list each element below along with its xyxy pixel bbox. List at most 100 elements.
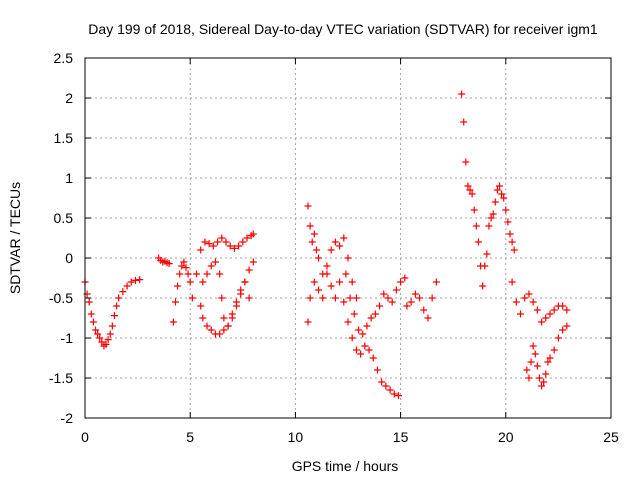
data-point bbox=[310, 278, 318, 286]
data-point bbox=[468, 190, 476, 198]
data-point bbox=[491, 198, 499, 206]
data-point bbox=[357, 350, 365, 358]
data-point bbox=[386, 386, 394, 394]
data-point bbox=[220, 314, 228, 322]
grid bbox=[85, 58, 611, 418]
data-point bbox=[188, 294, 196, 302]
data-point bbox=[220, 326, 228, 334]
data-point bbox=[174, 282, 182, 290]
data-point bbox=[131, 276, 139, 284]
data-point bbox=[237, 286, 245, 294]
data-point bbox=[498, 190, 506, 198]
data-point bbox=[546, 310, 554, 318]
data-point bbox=[102, 340, 110, 348]
data-point bbox=[85, 298, 93, 306]
x-tick-label: 25 bbox=[603, 429, 619, 445]
data-point bbox=[462, 158, 470, 166]
data-point bbox=[535, 374, 543, 382]
data-point bbox=[199, 278, 207, 286]
data-point bbox=[563, 322, 571, 330]
series-arc-12 bbox=[508, 278, 571, 326]
y-tick-label: 0 bbox=[65, 250, 73, 266]
data-point bbox=[525, 374, 533, 382]
series-arc-10 bbox=[403, 278, 440, 322]
data-point bbox=[424, 314, 432, 322]
series-arc-8 bbox=[304, 270, 402, 400]
data-point bbox=[96, 334, 104, 342]
data-point bbox=[304, 202, 312, 210]
data-point bbox=[407, 298, 415, 306]
data-point bbox=[241, 278, 249, 286]
data-point bbox=[392, 286, 400, 294]
data-point bbox=[186, 278, 194, 286]
data-point bbox=[239, 238, 247, 246]
data-point bbox=[315, 286, 323, 294]
data-point bbox=[249, 258, 257, 266]
data-point bbox=[542, 370, 550, 378]
data-point bbox=[544, 358, 552, 366]
data-point bbox=[199, 314, 207, 322]
data-point bbox=[416, 294, 424, 302]
data-point bbox=[119, 288, 127, 296]
data-point bbox=[178, 262, 186, 270]
y-tick-label: -1 bbox=[61, 330, 74, 346]
data-point bbox=[348, 334, 356, 342]
data-point bbox=[306, 222, 314, 230]
x-axis-label: GPS time / hours bbox=[292, 458, 399, 474]
series-arc-4 bbox=[188, 230, 257, 302]
data-point bbox=[538, 382, 546, 390]
data-point bbox=[382, 382, 390, 390]
data-point bbox=[110, 312, 118, 320]
data-point bbox=[373, 366, 381, 374]
data-point bbox=[546, 354, 554, 362]
data-point bbox=[230, 244, 238, 252]
axis-ticks: 0 5 10 15 20 25 -2 -1.5 -1 -0.5 0 0.5 1 1.5 2 2.5 bbox=[49, 50, 619, 445]
data-point bbox=[397, 278, 405, 286]
data-point bbox=[510, 246, 518, 254]
data-point bbox=[502, 206, 510, 214]
data-point bbox=[304, 318, 312, 326]
data-point bbox=[531, 350, 539, 358]
data-point bbox=[350, 310, 358, 318]
data-point bbox=[323, 262, 331, 270]
series-arc-3 bbox=[169, 258, 194, 326]
data-point bbox=[104, 336, 112, 344]
plot-frame bbox=[84, 57, 612, 419]
data-point bbox=[527, 358, 535, 366]
y-tick-label: 2.5 bbox=[54, 50, 74, 66]
data-point bbox=[218, 294, 226, 302]
data-point bbox=[205, 240, 213, 248]
data-point bbox=[310, 230, 318, 238]
data-point bbox=[550, 306, 558, 314]
chart-title: Day 199 of 2018, Sidereal Day-to-day VTE… bbox=[88, 21, 598, 37]
data-point bbox=[169, 318, 177, 326]
data-point bbox=[331, 238, 339, 246]
data-point bbox=[365, 346, 373, 354]
data-point bbox=[352, 346, 360, 354]
data-point bbox=[504, 218, 512, 226]
data-point bbox=[512, 298, 520, 306]
data-point bbox=[306, 294, 314, 302]
data-point bbox=[182, 264, 190, 272]
data-point bbox=[214, 238, 222, 246]
data-point bbox=[508, 238, 516, 246]
data-point bbox=[508, 278, 516, 286]
data-point bbox=[108, 322, 116, 330]
data-point bbox=[308, 238, 316, 246]
data-point bbox=[315, 254, 323, 262]
data-point bbox=[500, 194, 508, 202]
data-point bbox=[323, 270, 331, 278]
data-point bbox=[394, 392, 402, 400]
data-point bbox=[483, 250, 491, 258]
data-point bbox=[388, 298, 396, 306]
data-point bbox=[193, 270, 201, 278]
data-point bbox=[211, 258, 219, 266]
x-tick-label: 20 bbox=[498, 429, 514, 445]
data-point bbox=[348, 278, 356, 286]
data-point bbox=[390, 390, 398, 398]
series-arc-6 bbox=[199, 258, 253, 330]
data-point bbox=[493, 186, 501, 194]
data-point bbox=[533, 306, 541, 314]
